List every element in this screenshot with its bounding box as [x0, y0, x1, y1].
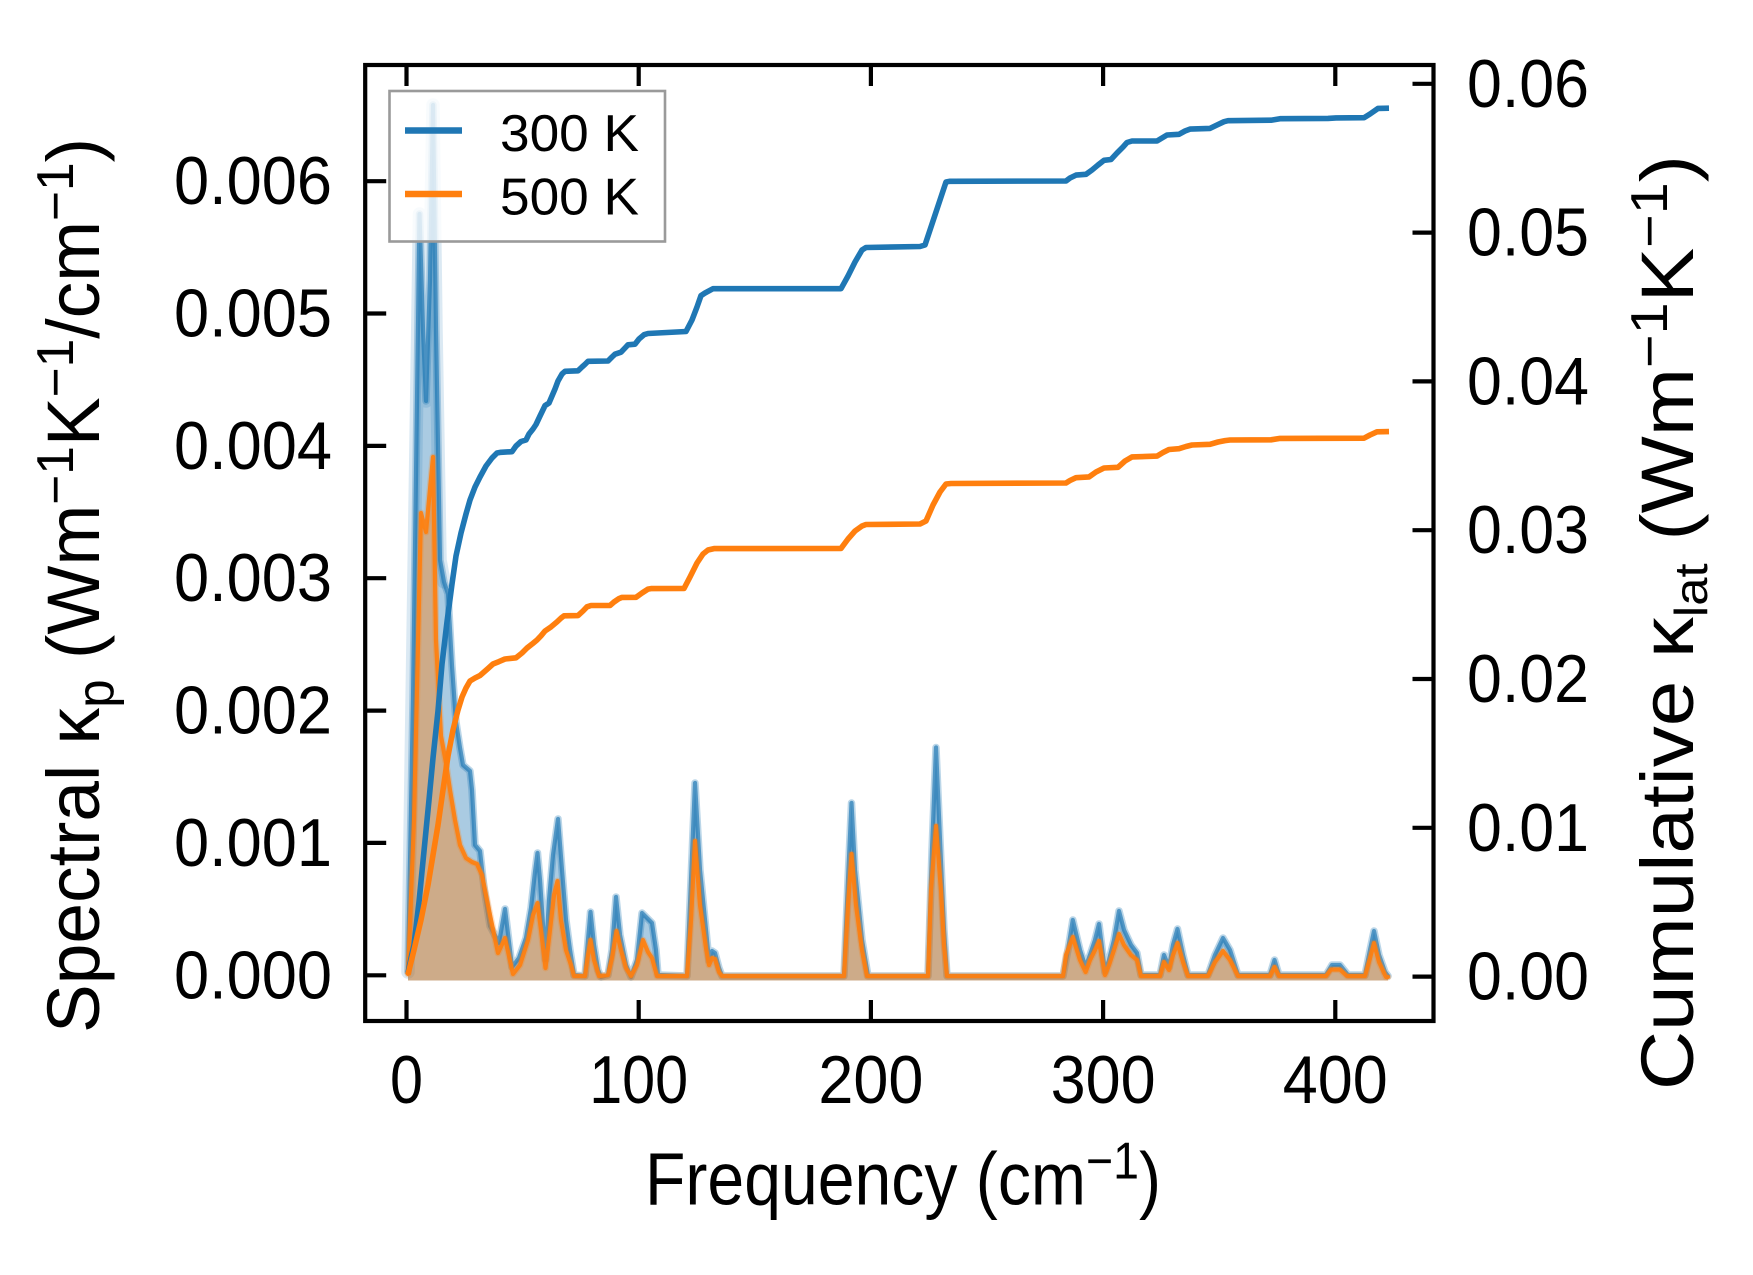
svg-text:0: 0 — [390, 1042, 423, 1118]
svg-text:0.004: 0.004 — [174, 408, 332, 484]
svg-text:300: 300 — [1051, 1042, 1156, 1118]
svg-text:0.01: 0.01 — [1467, 790, 1589, 866]
svg-text:0.001: 0.001 — [174, 805, 332, 881]
svg-text:0.002: 0.002 — [174, 673, 332, 749]
svg-text:0.04: 0.04 — [1467, 343, 1589, 419]
svg-text:0.00: 0.00 — [1467, 939, 1589, 1015]
svg-text:0.05: 0.05 — [1467, 195, 1589, 271]
svg-text:0.000: 0.000 — [174, 937, 332, 1013]
svg-text:Spectral κp​ (Wm−1​K−1​/cm−1​): Spectral κp​ (Wm−1​K−1​/cm−1​) — [27, 138, 125, 1033]
svg-text:0.02: 0.02 — [1467, 641, 1589, 717]
svg-text:500 K: 500 K — [500, 169, 639, 227]
svg-text:0.005: 0.005 — [174, 276, 332, 352]
svg-text:Cumulative κlat​ (Wm−1​K−1​): Cumulative κlat​ (Wm−1​K−1​) — [1621, 155, 1717, 1090]
svg-text:0.06: 0.06 — [1467, 46, 1589, 122]
svg-text:0.03: 0.03 — [1467, 492, 1589, 568]
svg-text:0.003: 0.003 — [174, 540, 332, 616]
svg-text:Frequency (cm−1​): Frequency (cm−1​) — [645, 1133, 1161, 1221]
svg-text:200: 200 — [818, 1042, 923, 1118]
svg-text:100: 100 — [589, 1042, 688, 1118]
svg-text:300 K: 300 K — [500, 105, 639, 163]
svg-text:0.006: 0.006 — [174, 143, 332, 219]
svg-text:400: 400 — [1283, 1042, 1388, 1118]
